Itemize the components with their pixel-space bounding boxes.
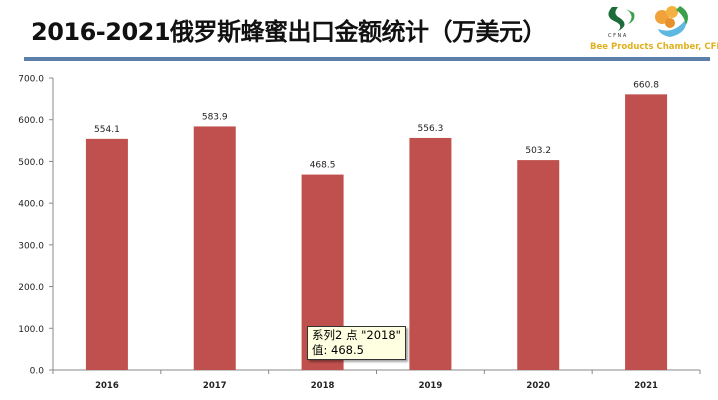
y-tick-label: 200.0 [18,283,44,293]
bar-2016[interactable] [85,138,128,370]
bar-2019[interactable] [409,137,452,370]
data-label: 503.2 [525,146,551,156]
chart-tooltip: 系列2 点 "2018" 值: 468.5 [307,326,406,360]
x-tick-label: 2019 [419,381,443,391]
y-tick-label: 500.0 [18,158,44,168]
logo-caption: Bee Products Chamber, CFNA [590,42,718,52]
y-tick-label: 600.0 [18,116,44,126]
data-label: 468.5 [310,161,336,171]
page-title: 2016-2021俄罗斯蜂蜜出口金额统计（万美元） [31,18,547,46]
y-tick-label: 100.0 [18,325,44,335]
x-tick-label: 2017 [203,381,227,391]
y-tick-label: 400.0 [18,200,44,210]
data-label: 556.3 [418,124,444,134]
x-tick-label: 2016 [95,381,119,391]
svg-text:C F N A: C F N A [608,33,627,39]
x-tick-label: 2018 [311,381,335,391]
bar-2020[interactable] [517,160,560,370]
y-tick-label: 700.0 [18,75,44,85]
y-tick-label: 300.0 [18,241,44,251]
bar-2021[interactable] [625,94,668,371]
data-label: 554.1 [94,125,120,135]
bar-2017[interactable] [193,126,236,370]
data-label: 583.9 [202,112,228,122]
tooltip-series-point: 系列2 点 "2018" [312,328,401,342]
x-tick-label: 2021 [634,381,658,391]
title-divider [24,57,710,61]
cfna-logo: C F N A [608,6,688,39]
y-tick-label: 0.0 [30,367,45,377]
data-label: 660.8 [633,80,659,90]
tooltip-value: 值: 468.5 [312,343,364,357]
x-tick-label: 2020 [526,381,550,391]
